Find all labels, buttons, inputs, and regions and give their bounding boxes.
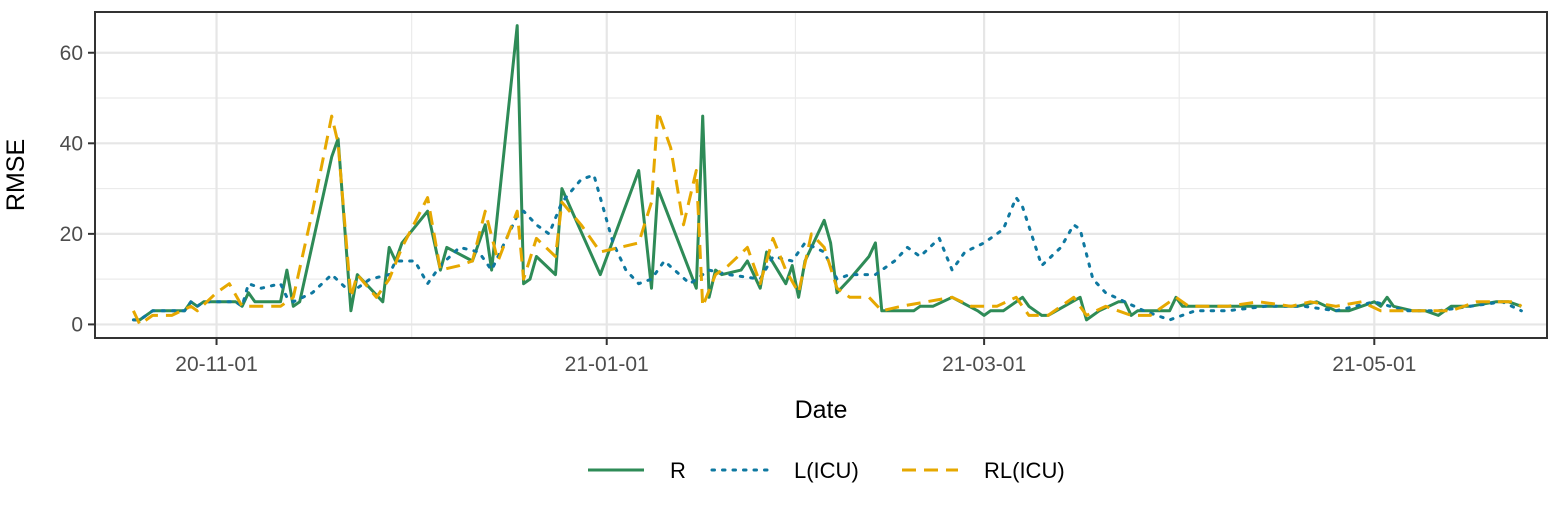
x-tick-label: 21-05-01 — [1332, 353, 1416, 376]
y-tick-label: 40 — [60, 132, 83, 155]
legend: R L(ICU) RL(ICU) — [588, 458, 1065, 483]
series-lines — [131, 24, 1523, 326]
y-tick-label: 0 — [71, 313, 83, 336]
x-tick-label: 21-01-01 — [565, 353, 649, 376]
y-axis-title: RMSE — [2, 139, 30, 211]
x-tick-label: 21-03-01 — [942, 353, 1026, 376]
gridlines — [95, 12, 1547, 338]
axes: 0 20 40 60 20-11-01 21-01-01 21-03-01 21-05-01 — [60, 42, 1417, 376]
y-tick-label: 60 — [60, 42, 83, 65]
plot-panel-border — [94, 11, 1548, 339]
legend-label: R — [670, 458, 686, 483]
x-tick-label: 20-11-01 — [175, 353, 258, 376]
legend-label: L(ICU) — [794, 458, 859, 483]
x-axis-title: Date — [795, 396, 848, 424]
series-line-l-icu — [131, 173, 1523, 322]
series-line-r — [133, 24, 1522, 322]
series-line-rl-icu — [132, 110, 1523, 326]
y-tick-label: 20 — [60, 223, 83, 246]
legend-label: RL(ICU) — [984, 458, 1065, 483]
